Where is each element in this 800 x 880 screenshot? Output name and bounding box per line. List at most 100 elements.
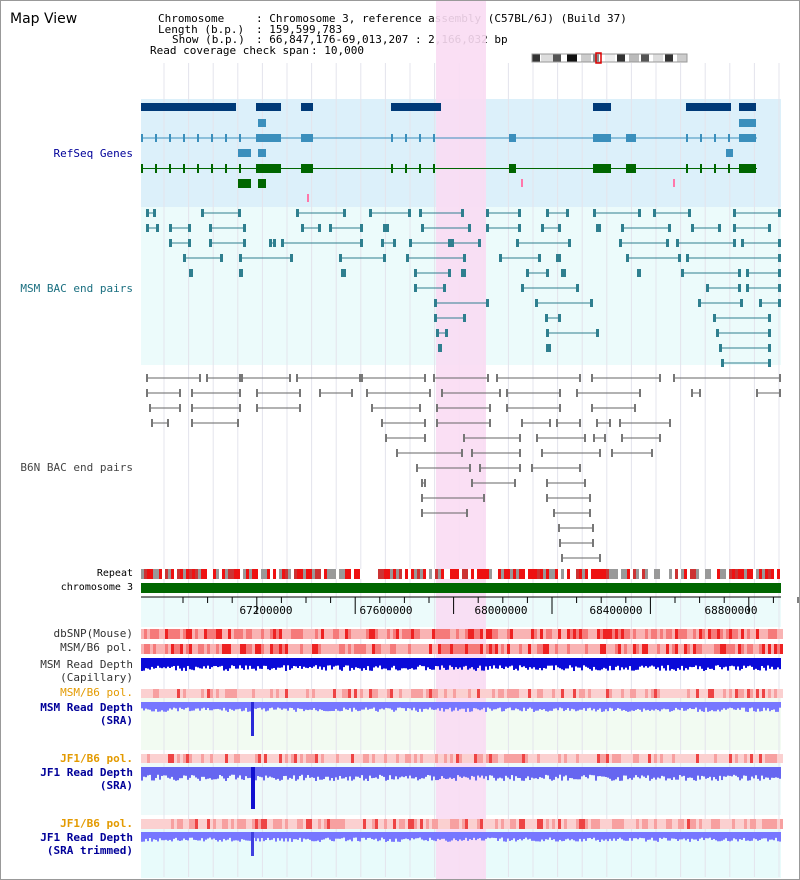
- depth-bar-jf1-sra: [377, 767, 379, 779]
- jf1-b6-pol-cell: [483, 819, 486, 829]
- repeat-element: [705, 569, 708, 579]
- depth-bar-msm-sra: [387, 702, 389, 709]
- jf1-b6-pol-cell: [684, 754, 687, 763]
- msm-b6-pol-cell: [459, 689, 462, 698]
- msm-b6-pol-cell: [402, 689, 405, 698]
- repeat-element: [150, 569, 153, 579]
- jf1-b6-pol-cell: [699, 754, 702, 763]
- depth-bar-jf1-trim: [427, 832, 429, 842]
- jf1-b6-pol-cell: [216, 754, 219, 763]
- depth-bar-msm-sra: [443, 702, 445, 712]
- dbsnp-cell: [588, 629, 591, 639]
- dbsnp-cell: [522, 629, 525, 639]
- dbsnp-cell: [213, 629, 216, 639]
- repeat-element: [615, 569, 618, 579]
- repeat-element: [687, 569, 690, 579]
- msm-b6-pol-cell: [639, 644, 642, 654]
- depth-bar-jf1-trim: [339, 832, 341, 839]
- msm-bac-end: [463, 269, 466, 277]
- jf1-b6-pol-cell: [432, 819, 435, 829]
- depth-bar-msm-sra: [349, 702, 351, 709]
- repeat-element: [264, 569, 267, 579]
- msm-b6-pol-cell: [330, 689, 333, 698]
- depth-bar-msm-sra: [521, 702, 523, 712]
- jf1-b6-pol-cell: [432, 754, 435, 763]
- dbsnp-cell: [183, 629, 186, 639]
- depth-bar-capillary: [251, 658, 253, 669]
- depth-bar-jf1-sra: [245, 767, 247, 777]
- depth-bar-jf1-sra: [469, 767, 471, 780]
- depth-bar-msm-sra: [511, 702, 513, 711]
- depth-bar-capillary: [441, 658, 443, 666]
- repeat-element: [420, 569, 423, 579]
- repeat-element: [564, 569, 567, 579]
- dbsnp-cell: [156, 629, 159, 639]
- msm-b6-pol-cell: [432, 689, 435, 698]
- depth-bar-msm-sra: [261, 702, 263, 710]
- jf1-b6-pol-cell: [597, 754, 600, 763]
- depth-bar-jf1-trim: [643, 832, 645, 839]
- depth-bar-jf1-trim: [541, 832, 543, 840]
- depth-bar-jf1-sra: [463, 767, 465, 777]
- depth-bar-capillary: [153, 658, 155, 669]
- msm-b6-pol-cell: [576, 644, 579, 654]
- repeat-element: [516, 569, 519, 579]
- depth-bar-msm-sra: [229, 702, 231, 709]
- msm-b6-pol-cell: [243, 644, 246, 654]
- depth-bar-jf1-trim: [641, 832, 643, 839]
- depth-bar-msm-sra: [687, 702, 689, 710]
- jf1-b6-pol-cell: [534, 754, 537, 763]
- depth-bar-jf1-trim: [175, 832, 177, 838]
- jf1-b6-pol-cell: [528, 819, 531, 829]
- dbsnp-cell: [411, 629, 414, 639]
- dbsnp-cell: [240, 629, 243, 639]
- b6n-bac-end: [592, 524, 594, 532]
- depth-bar-jf1-sra: [221, 767, 223, 777]
- depth-bar-capillary: [759, 658, 761, 671]
- depth-bar-msm-sra: [207, 702, 209, 709]
- depth-bar-jf1-trim: [735, 832, 737, 840]
- depth-bar-jf1-sra: [509, 767, 511, 780]
- depth-bar-msm-sra: [659, 702, 661, 712]
- msm-b6-pol-cell: [327, 689, 330, 698]
- depth-bar-jf1-sra: [659, 767, 661, 779]
- depth-bar-jf1-sra: [649, 767, 651, 781]
- depth-bar-capillary: [655, 658, 657, 669]
- repeat-element: [603, 569, 606, 579]
- b6n-bac-end: [489, 419, 491, 427]
- jf1-b6-pol-cell: [255, 754, 258, 763]
- msm-b6-pol-cell: [567, 644, 570, 654]
- msm-b6-pol-cell: [456, 689, 459, 698]
- jf1-b6-pol-cell: [321, 819, 324, 829]
- depth-bar-jf1-trim: [715, 832, 717, 841]
- depth-bar-jf1-sra: [427, 767, 429, 775]
- depth-bar-msm-sra: [439, 702, 441, 711]
- msm-bac-end: [238, 209, 241, 217]
- jf1-b6-pol-cell: [729, 819, 732, 829]
- depth-bar-capillary: [519, 658, 521, 666]
- msm-b6-pol-cell: [471, 644, 474, 654]
- depth-bar-jf1-trim: [431, 832, 433, 840]
- msm-b6-pol-cell: [600, 644, 603, 654]
- dbsnp-cell: [561, 629, 564, 639]
- msm-b6-pol-cell: [741, 644, 744, 654]
- b6n-bac-end: [424, 434, 426, 442]
- repeat-element: [267, 569, 270, 579]
- depth-bar-jf1-sra: [259, 767, 261, 777]
- b6n-bac-end: [396, 449, 398, 457]
- depth-bar-capillary: [507, 658, 509, 668]
- msm-bac-end: [518, 209, 521, 217]
- depth-bar-jf1-sra: [365, 767, 367, 779]
- jf1-b6-pol-cell: [249, 819, 252, 829]
- depth-bar-jf1-trim: [159, 832, 161, 839]
- depth-bar-msm-sra: [335, 702, 337, 709]
- depth-bar-msm-sra: [653, 702, 655, 711]
- depth-bar-jf1-sra: [739, 767, 741, 781]
- depth-bar-jf1-trim: [191, 832, 193, 838]
- repeat-element: [510, 569, 513, 579]
- depth-bar-jf1-trim: [555, 832, 557, 842]
- depth-bar-capillary: [677, 658, 679, 669]
- msm-bac-end: [445, 329, 448, 337]
- gene-exon: [239, 134, 241, 142]
